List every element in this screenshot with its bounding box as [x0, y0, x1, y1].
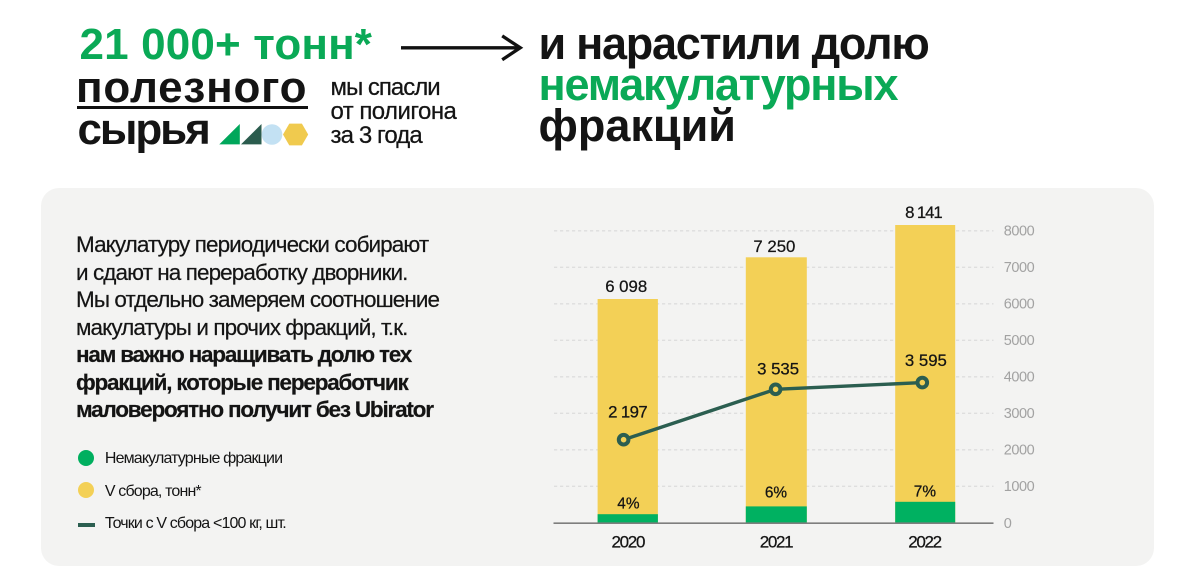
svg-text:0: 0: [1004, 516, 1012, 532]
svg-text:2022: 2022: [908, 532, 941, 551]
svg-text:6000: 6000: [1004, 297, 1035, 313]
svg-text:2 197: 2 197: [608, 402, 647, 421]
svg-text:8000: 8000: [1004, 224, 1035, 240]
svg-text:4000: 4000: [1004, 370, 1035, 386]
svg-text:6%: 6%: [765, 485, 788, 502]
svg-text:7000: 7000: [1004, 260, 1035, 276]
svg-text:2020: 2020: [611, 532, 644, 551]
svg-text:6 098: 6 098: [605, 277, 647, 296]
svg-text:2021: 2021: [760, 532, 793, 551]
svg-text:3 535: 3 535: [757, 359, 799, 378]
svg-text:1000: 1000: [1004, 479, 1035, 495]
svg-text:7 250: 7 250: [753, 237, 795, 256]
svg-text:2000: 2000: [1004, 443, 1035, 459]
svg-text:3 595: 3 595: [905, 351, 947, 370]
svg-text:3000: 3000: [1004, 406, 1035, 422]
svg-text:8 141: 8 141: [905, 203, 942, 222]
svg-text:7%: 7%: [914, 484, 937, 501]
svg-text:5000: 5000: [1004, 333, 1035, 349]
svg-text:4%: 4%: [617, 495, 640, 512]
